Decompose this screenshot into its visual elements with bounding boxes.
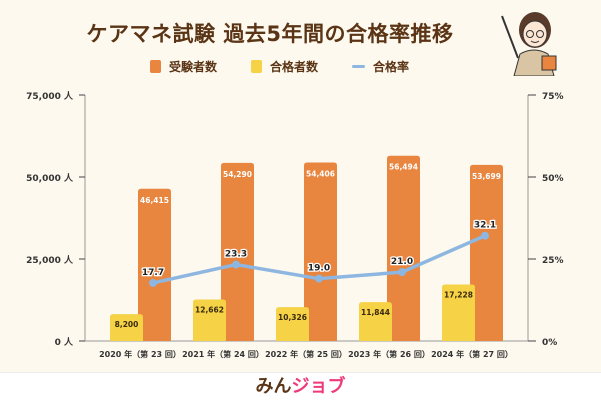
- right-tick-label: 0%: [542, 338, 557, 348]
- rate-point: [232, 260, 240, 269]
- legend-item-rate: 合格率: [352, 58, 409, 75]
- x-tick-label: 2024 年（第 27 回）: [431, 349, 513, 359]
- rate-label: 17.7: [142, 268, 164, 278]
- rate-point: [315, 274, 323, 283]
- bar-examinees: [138, 188, 171, 341]
- logo: みんジョブ: [256, 376, 346, 397]
- legend-item-passers: 合格者数: [251, 58, 318, 75]
- legend-label: 受験者数: [169, 60, 218, 74]
- right-tick-label: 25%: [542, 256, 564, 266]
- bar-passers: [193, 299, 226, 341]
- bar-passers: [110, 314, 143, 341]
- bar-passers: [276, 307, 309, 341]
- bar-passers: [359, 302, 392, 341]
- left-tick-label: 25,000 人: [26, 254, 74, 266]
- legend-swatch: [150, 60, 161, 73]
- bar-label-passers: 11,844: [361, 308, 390, 317]
- bar-label-examinees: 54,290: [223, 170, 252, 179]
- x-tick-label: 2023 年（第 26 回）: [348, 349, 430, 359]
- legend-swatch: [251, 60, 263, 73]
- teacher-illustration: [501, 12, 557, 76]
- bar-examinees: [304, 162, 337, 341]
- right-tick-label: 50%: [542, 174, 564, 184]
- bar-label-examinees: 53,699: [472, 172, 501, 181]
- bar-label-passers: 8,200: [115, 320, 139, 329]
- bar-passers: [442, 284, 475, 341]
- rate-label: 23.3: [225, 250, 247, 260]
- legend: 受験者数 合格者数 合格率: [150, 58, 409, 75]
- legend-label: 合格者数: [270, 60, 319, 74]
- bar-examinees: [221, 162, 254, 341]
- rate-point: [481, 231, 489, 240]
- bar-label-passers: 10,326: [278, 313, 307, 322]
- rate-label: 32.1: [474, 221, 496, 231]
- rate-point: [398, 268, 406, 277]
- rate-point: [149, 278, 157, 287]
- chart: 0 人 25,000 人 50,000 人 75,000 人 0% 25% 50% 75% 46…: [26, 90, 564, 359]
- bar-examinees: [470, 164, 503, 341]
- logo-part2: ジョブ: [291, 376, 346, 397]
- x-tick-label: 2020 年（第 23 回）: [99, 349, 181, 359]
- rate-label: 19.0: [308, 264, 330, 274]
- bar-label-examinees: 46,415: [140, 196, 169, 205]
- legend-item-examinees: 受験者数: [150, 58, 217, 75]
- footer: みんジョブ: [0, 372, 601, 401]
- bar-examinees: [387, 155, 420, 341]
- chart-title: ケアマネ試験 過去5年間の合格率推移: [86, 22, 454, 46]
- x-tick-label: 2022 年（第 25 回）: [265, 349, 347, 359]
- logo-part1: みん: [255, 376, 292, 397]
- right-tick-label: 75%: [542, 92, 564, 102]
- left-tick-label: 0 人: [55, 336, 74, 348]
- left-tick-label: 75,000 人: [26, 90, 74, 102]
- left-tick-label: 50,000 人: [26, 172, 74, 184]
- legend-label: 合格率: [373, 60, 410, 74]
- legend-swatch: [352, 65, 366, 68]
- bar-label-examinees: 56,494: [389, 163, 418, 172]
- bar-label-passers: 12,662: [195, 305, 224, 314]
- rate-label: 21.0: [391, 257, 413, 267]
- bar-label-examinees: 54,406: [306, 170, 335, 179]
- x-tick-label: 2021 年（第 24 回）: [182, 349, 264, 359]
- bar-label-passers: 17,228: [444, 290, 473, 299]
